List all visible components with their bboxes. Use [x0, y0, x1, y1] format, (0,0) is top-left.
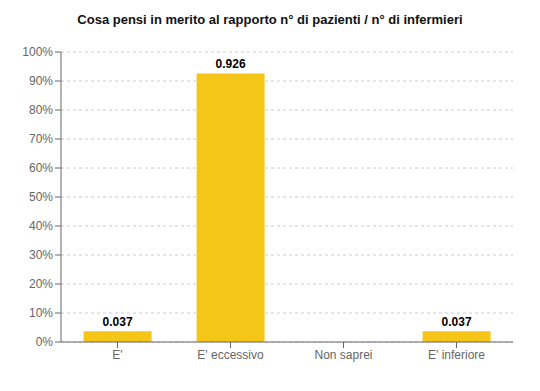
svg-text:40%: 40%	[29, 219, 53, 233]
svg-text:50%: 50%	[29, 190, 53, 204]
svg-text:30%: 30%	[29, 248, 53, 262]
svg-text:10%: 10%	[29, 306, 53, 320]
svg-text:0.037: 0.037	[442, 315, 472, 329]
svg-text:Non saprei: Non saprei	[314, 348, 372, 362]
svg-text:0%: 0%	[36, 335, 54, 349]
svg-text:100%: 100%	[22, 45, 53, 59]
svg-text:70%: 70%	[29, 132, 53, 146]
svg-text:80%: 80%	[29, 103, 53, 117]
html-text:Cosa pensi in merito al rappor: Cosa pensi in merito al rapporto n° di p…	[77, 12, 463, 27]
svg-text:0.037: 0.037	[103, 315, 133, 329]
svg-text:90%: 90%	[29, 74, 53, 88]
svg-text:E': E'	[112, 348, 122, 362]
svg-text:E' eccessivo: E' eccessivo	[197, 348, 264, 362]
svg-text:20%: 20%	[29, 277, 53, 291]
svg-text:E' inferiore: E' inferiore	[428, 348, 485, 362]
svg-text:60%: 60%	[29, 161, 53, 175]
svg-text:0.926: 0.926	[216, 57, 246, 71]
